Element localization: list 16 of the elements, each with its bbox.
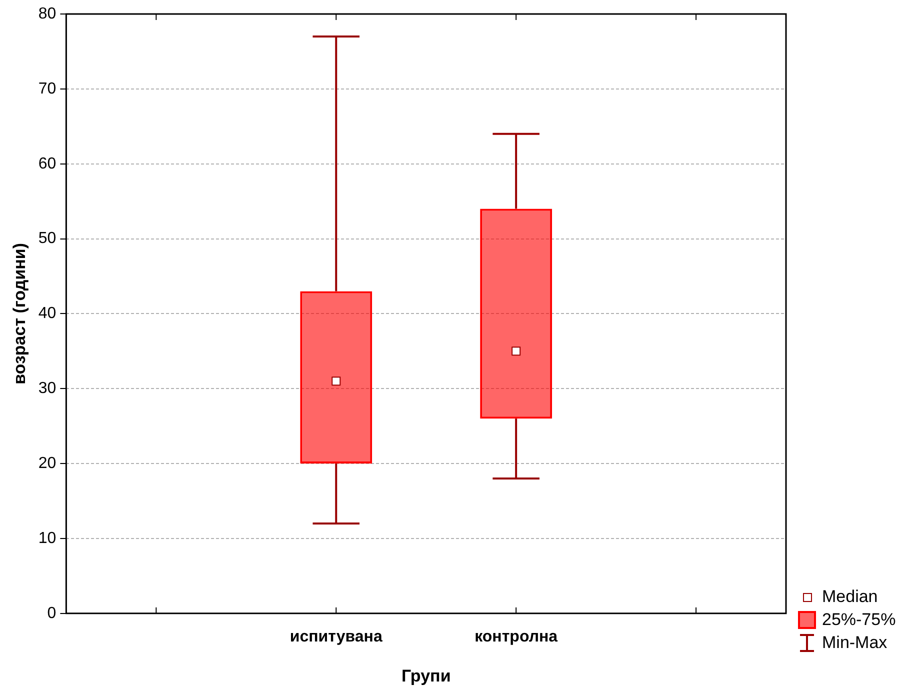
- text: Median: [822, 586, 878, 607]
- y-axis-title: возраст (години): [10, 242, 29, 384]
- y-tick-label: 80: [38, 5, 56, 22]
- y-tick-label: 10: [38, 530, 56, 547]
- x-tick-label: контролна: [474, 628, 558, 646]
- x-axis-title: Групи: [401, 666, 451, 686]
- y-tick-label: 70: [38, 80, 56, 98]
- x-tick-label: испитувана: [290, 628, 382, 646]
- y-tick-label: 20: [38, 454, 56, 472]
- y-tick-label: 60: [38, 155, 56, 172]
- text: 25%-75%: [822, 610, 896, 630]
- y-tick-label: 50: [38, 230, 56, 248]
- y-tick-label: 40: [38, 305, 56, 322]
- text: Min-Max: [822, 632, 888, 653]
- y-tick-label: 30: [38, 380, 56, 398]
- y-tick-label: 0: [47, 604, 56, 622]
